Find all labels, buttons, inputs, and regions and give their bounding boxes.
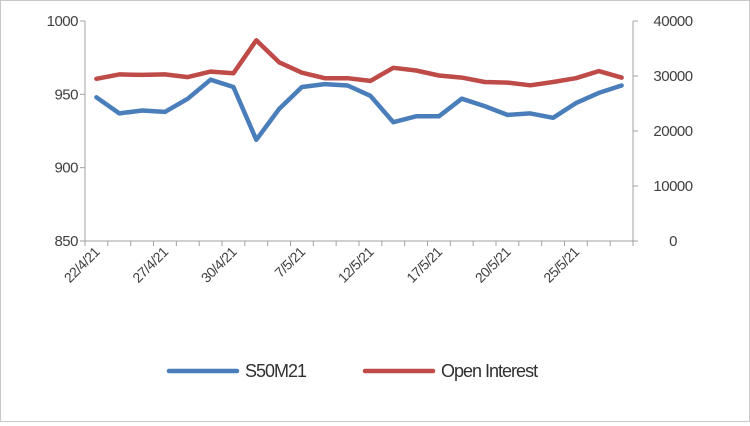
series-line-2 — [96, 40, 621, 85]
right-axis-tick-label: 20000 — [653, 123, 692, 140]
legend-label-2: Open Interest — [441, 361, 538, 381]
x-axis-tick-label: 7/5/21 — [271, 243, 308, 280]
right-axis-tick-label: 10000 — [653, 178, 692, 195]
series-layer — [96, 40, 621, 140]
right-axis-tick-label: 40000 — [653, 13, 692, 30]
left-axis-tick-label: 950 — [54, 86, 78, 103]
right-axis-tick-label: 30000 — [653, 68, 692, 85]
right-axis-tick-label: 0 — [669, 233, 677, 250]
legend-label-1: S50M21 — [245, 361, 307, 381]
axes: 850900950100001000020000300004000022/4/2… — [47, 13, 693, 286]
legend: S50M21 Open Interest — [169, 361, 538, 381]
x-axis-tick-label: 17/5/21 — [403, 243, 445, 285]
x-axis-tick-label: 27/4/21 — [129, 243, 171, 285]
x-axis-tick-label: 25/5/21 — [540, 243, 582, 285]
left-axis-tick-label: 900 — [54, 160, 78, 177]
left-axis-tick-label: 1000 — [47, 13, 79, 30]
x-axis-tick-label: 12/5/21 — [335, 243, 377, 285]
x-axis-tick-label: 20/5/21 — [472, 243, 514, 285]
left-axis-tick-label: 850 — [54, 233, 78, 250]
x-axis-tick-label: 30/4/21 — [198, 243, 240, 285]
series-line-1 — [96, 80, 621, 140]
